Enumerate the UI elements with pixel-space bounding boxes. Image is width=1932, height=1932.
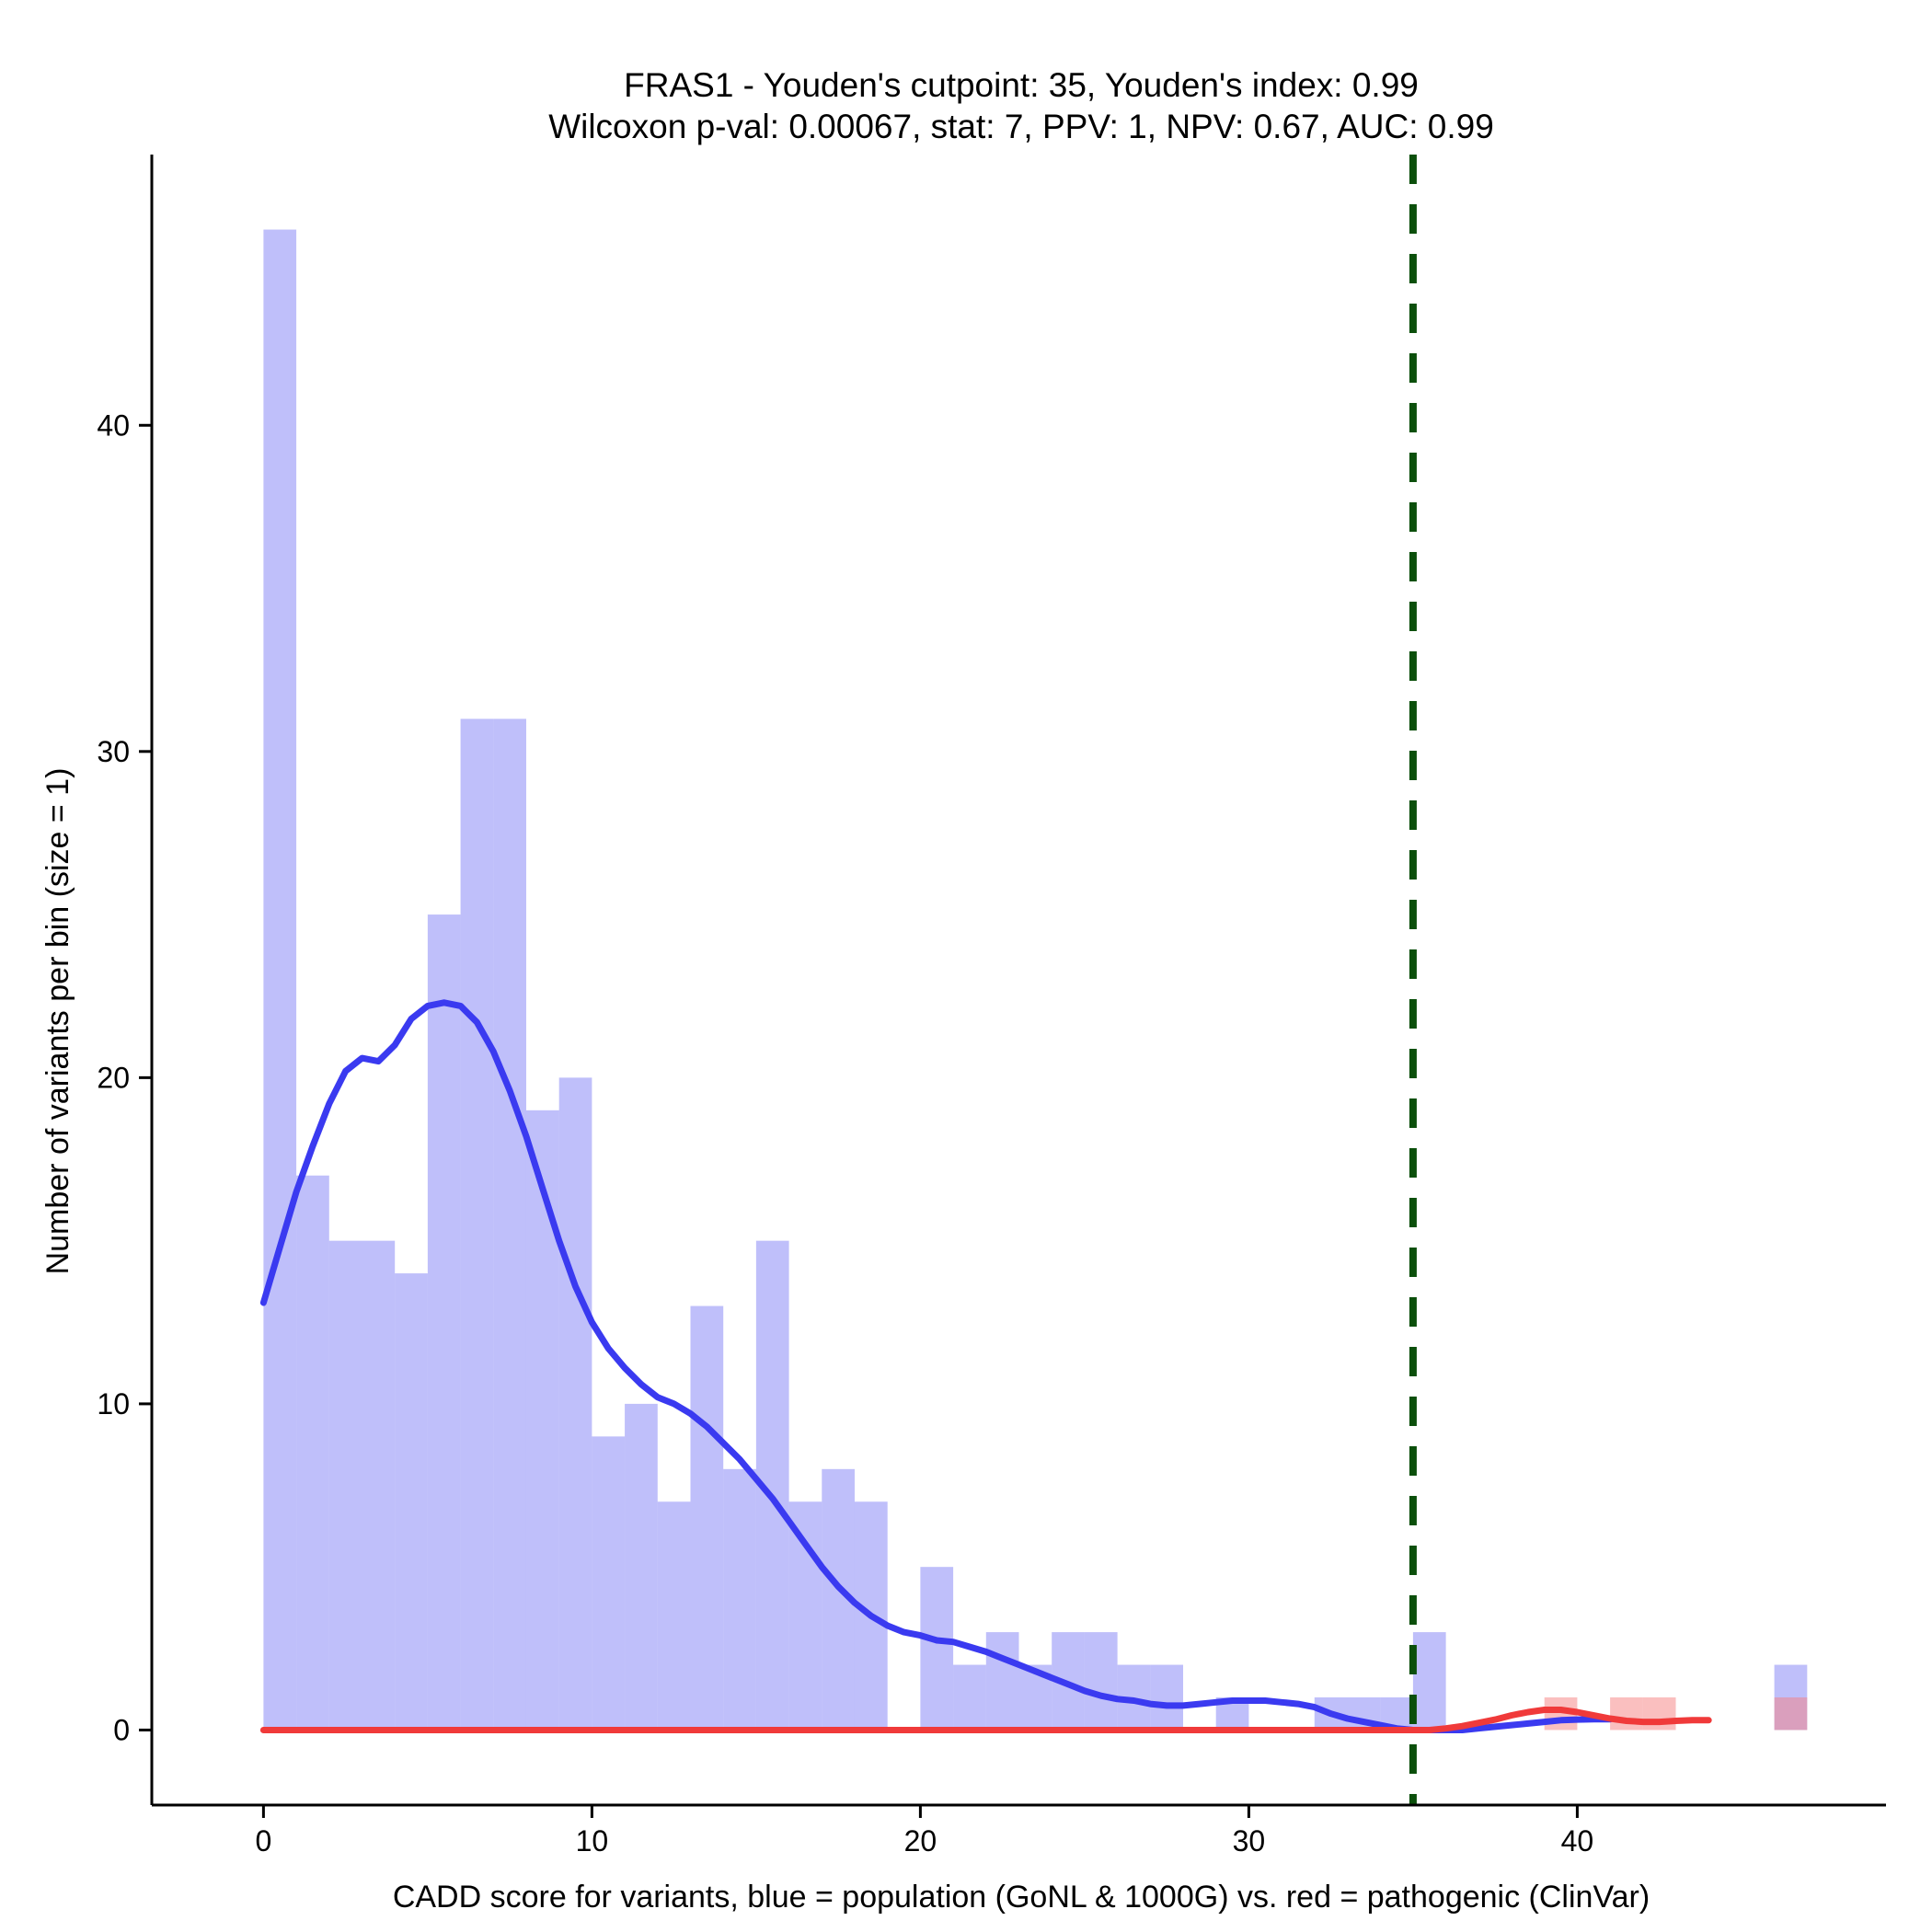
population-bar-21 (953, 1664, 986, 1731)
plot-area: 0 10 20 30 40 0 10 20 30 40 (97, 155, 1886, 1857)
x-tick-label-40: 40 (1561, 1824, 1594, 1857)
chart-subtitle: Wilcoxon p-val: 0.00067, stat: 7, PPV: 1… (548, 108, 1494, 145)
y-tick-label-30: 30 (97, 735, 130, 768)
y-axis-label: Number of variants per bin (size = 1) (40, 768, 75, 1275)
population-bar-2 (328, 1240, 362, 1731)
chart-title: FRAS1 - Youden's cutpoint: 35, Youden's … (624, 66, 1419, 104)
population-bar-11 (625, 1403, 658, 1731)
population-bar-9 (558, 1077, 592, 1731)
population-bar-1 (296, 1175, 329, 1731)
population-bar-5 (427, 914, 461, 1731)
x-tick-label-20: 20 (904, 1824, 937, 1857)
population-bar-6 (460, 719, 494, 1731)
population-bar-3 (362, 1240, 396, 1731)
population-bar-20 (920, 1567, 954, 1731)
y-tick-label-10: 10 (97, 1387, 130, 1420)
x-tick-label-30: 30 (1233, 1824, 1266, 1857)
population-bar-7 (493, 719, 526, 1731)
population-bar-14 (723, 1468, 756, 1731)
population-bar-35 (1412, 1632, 1446, 1731)
y-tick-label-0: 0 (113, 1713, 130, 1746)
pathogenic-bar-3 (1774, 1697, 1808, 1731)
pathogenic-bar-1 (1610, 1697, 1643, 1731)
x-tick-label-0: 0 (255, 1824, 271, 1857)
population-bar-16 (788, 1501, 822, 1731)
population-bar-0 (263, 229, 297, 1731)
y-tick-label-40: 40 (97, 408, 130, 442)
y-tick-label-20: 20 (97, 1061, 130, 1094)
pathogenic-density-line (259, 1707, 1712, 1733)
population-bar-25 (1084, 1632, 1118, 1731)
population-density-line (259, 999, 1614, 1733)
population-bar-8 (525, 1110, 559, 1731)
x-tick-label-10: 10 (576, 1824, 609, 1857)
population-bar-22 (985, 1632, 1019, 1731)
population-bar-12 (657, 1501, 691, 1731)
population-bar-4 (395, 1273, 428, 1731)
population-bar-10 (592, 1436, 626, 1731)
pathogenic-bar-2 (1642, 1697, 1676, 1731)
x-axis-label: CADD score for variants, blue = populati… (393, 1880, 1650, 1915)
population-bar-13 (690, 1305, 724, 1731)
population-bar-27 (1150, 1664, 1184, 1731)
